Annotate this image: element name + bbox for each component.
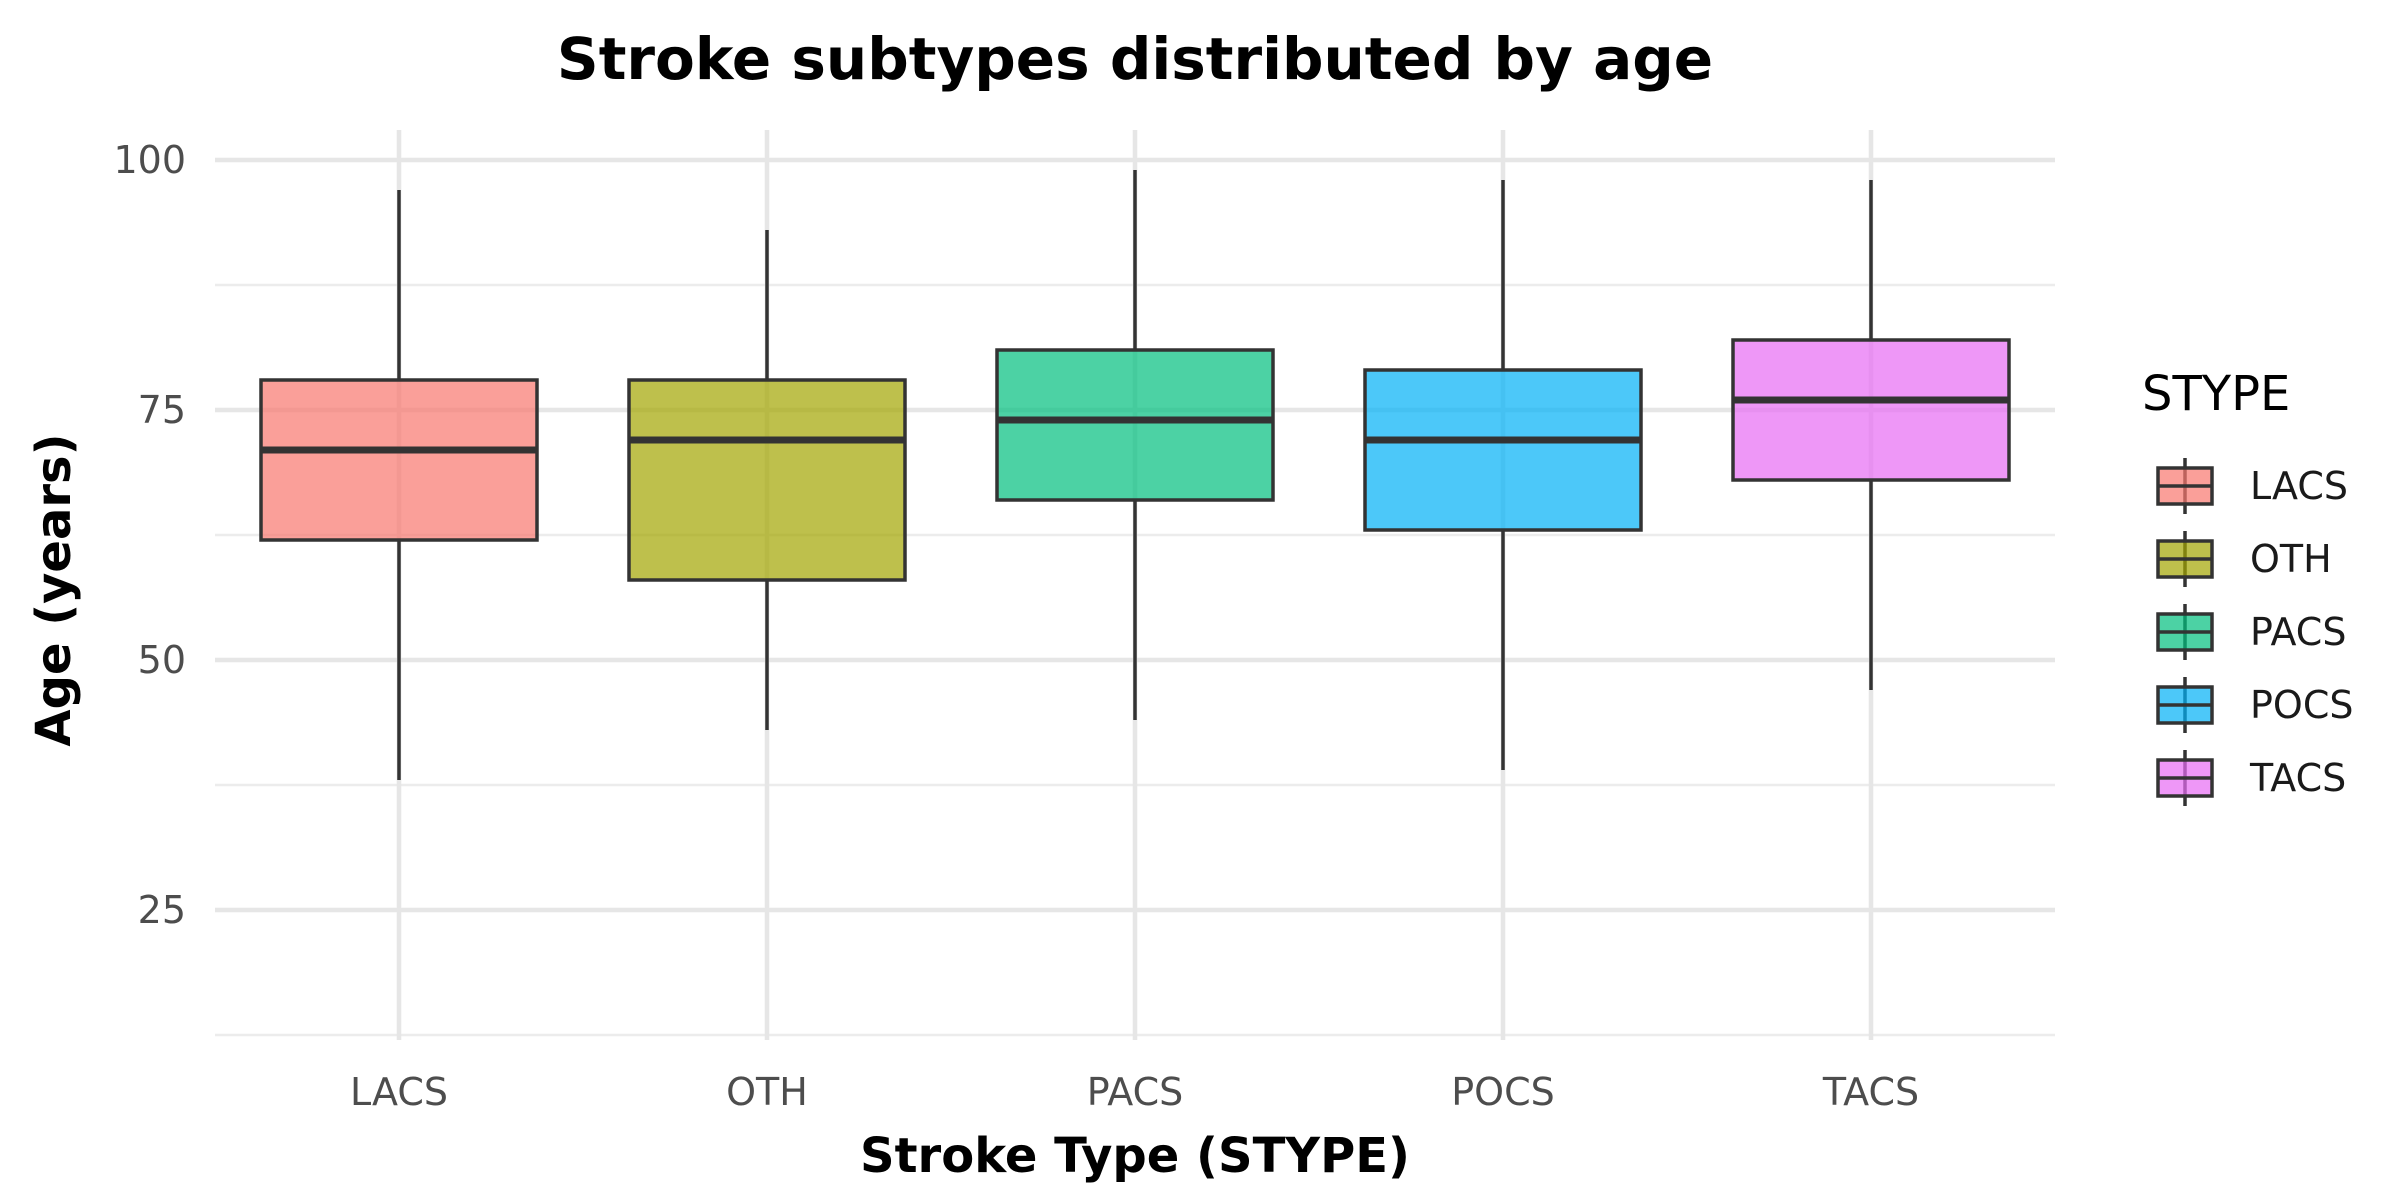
legend-label: POCS [2250, 683, 2353, 727]
legend-label: TACS [2249, 756, 2346, 800]
iqr-box [1731, 338, 2011, 482]
legend-item-oth: OTH [2156, 531, 2332, 587]
y-tick-label: 75 [138, 388, 186, 432]
y-tick-label: 100 [113, 138, 186, 182]
x-tick-label: TACS [1822, 1070, 1919, 1114]
legend: STYPE LACS OTH PACS POCS TACS [2142, 366, 2353, 806]
legend-item-pacs: PACS [2156, 604, 2346, 660]
y-tick-label: 25 [138, 888, 186, 932]
legend-label: LACS [2250, 464, 2348, 508]
legend-item-tacs: TACS [2156, 750, 2346, 806]
x-tick-label: PACS [1087, 1070, 1183, 1114]
x-tick-label: OTH [726, 1070, 808, 1114]
y-axis-ticks: 25 50 75 100 [113, 138, 186, 932]
legend-label: OTH [2250, 537, 2332, 581]
x-axis-title: Stroke Type (STYPE) [860, 1128, 1410, 1184]
iqr-box [995, 348, 1275, 502]
boxes-layer [259, 170, 2011, 780]
x-axis-ticks: LACS OTH PACS POCS TACS [350, 1070, 1919, 1114]
y-tick-label: 50 [138, 638, 186, 682]
box-tacs [1731, 180, 2011, 690]
legend-item-lacs: LACS [2156, 458, 2348, 514]
iqr-box [627, 378, 907, 582]
legend-title: STYPE [2142, 366, 2290, 422]
y-axis-title: Age (years) [26, 433, 82, 746]
box-oth [627, 230, 907, 730]
x-tick-label: LACS [350, 1070, 448, 1114]
legend-item-pocs: POCS [2156, 677, 2353, 733]
box-pocs [1363, 180, 1643, 770]
box-lacs [259, 190, 539, 780]
x-tick-label: POCS [1451, 1070, 1554, 1114]
iqr-box [1363, 368, 1643, 532]
iqr-box [259, 378, 539, 542]
legend-label: PACS [2250, 610, 2346, 654]
chart-title: Stroke subtypes distributed by age [557, 25, 1713, 93]
box-pacs [995, 170, 1275, 720]
